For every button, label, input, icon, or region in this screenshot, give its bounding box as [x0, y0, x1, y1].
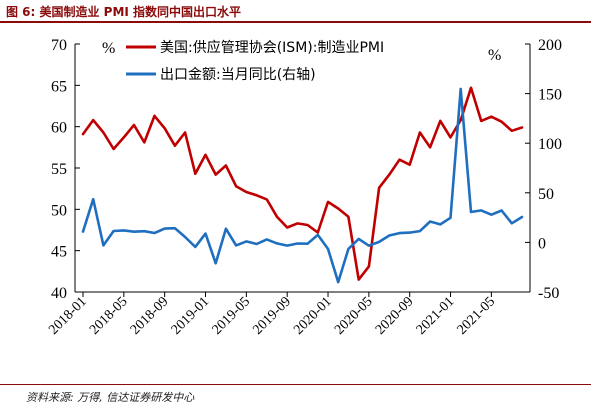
x-tick-label: 2020-05 — [332, 294, 376, 338]
pmi-export-chart: 40455055606570-500501001502002018-012018… — [46, 37, 562, 338]
figure-title: 图 6: 美国制造业 PMI 指数同中国出口水平 — [6, 5, 242, 19]
legend-label-china-export: 出口金额:当月同比(右轴) — [160, 67, 316, 83]
x-tick-label: 2021-05 — [455, 294, 499, 338]
left-axis-unit: % — [102, 40, 115, 57]
x-tick-label: 2019-05 — [210, 294, 254, 338]
left-tick-label: 40 — [51, 285, 67, 302]
x-tick-label: 2020-09 — [373, 294, 417, 338]
chart-legend: 美国:供应管理协会(ISM):制造业PMI 出口金额:当月同比(右轴) — [126, 39, 384, 83]
left-tick-label: 45 — [51, 244, 67, 261]
chart-series-lines — [81, 86, 524, 284]
right-tick-label: 100 — [538, 136, 562, 153]
left-tick-label: 70 — [51, 37, 67, 54]
right-axis-unit: % — [488, 47, 501, 64]
x-tick-label: 2020-01 — [291, 294, 335, 338]
left-tick-label: 65 — [51, 78, 67, 95]
left-tick-label: 60 — [51, 120, 67, 137]
us-ism-pmi-line — [81, 86, 524, 281]
left-tick-label: 55 — [51, 161, 67, 178]
x-tick-label: 2019-09 — [250, 294, 294, 338]
right-tick-label: 50 — [538, 186, 554, 203]
source-note: 资料来源: 万得, 信达证券研发中心 — [26, 391, 195, 404]
title-divider — [0, 21, 591, 23]
x-tick-label: 2018-09 — [128, 294, 172, 338]
right-tick-label: 0 — [538, 235, 546, 252]
right-tick-label: 200 — [538, 37, 562, 54]
left-tick-label: 50 — [51, 202, 67, 219]
x-tick-label: 2019-01 — [169, 294, 213, 338]
china-export-yoy-line — [81, 87, 524, 284]
right-tick-label: 150 — [538, 87, 562, 104]
right-tick-label: -50 — [538, 285, 559, 302]
footer-divider — [0, 384, 591, 385]
x-tick-label: 2018-05 — [87, 294, 131, 338]
legend-label-us-pmi: 美国:供应管理协会(ISM):制造业PMI — [160, 39, 384, 56]
x-tick-label: 2021-01 — [414, 294, 458, 338]
